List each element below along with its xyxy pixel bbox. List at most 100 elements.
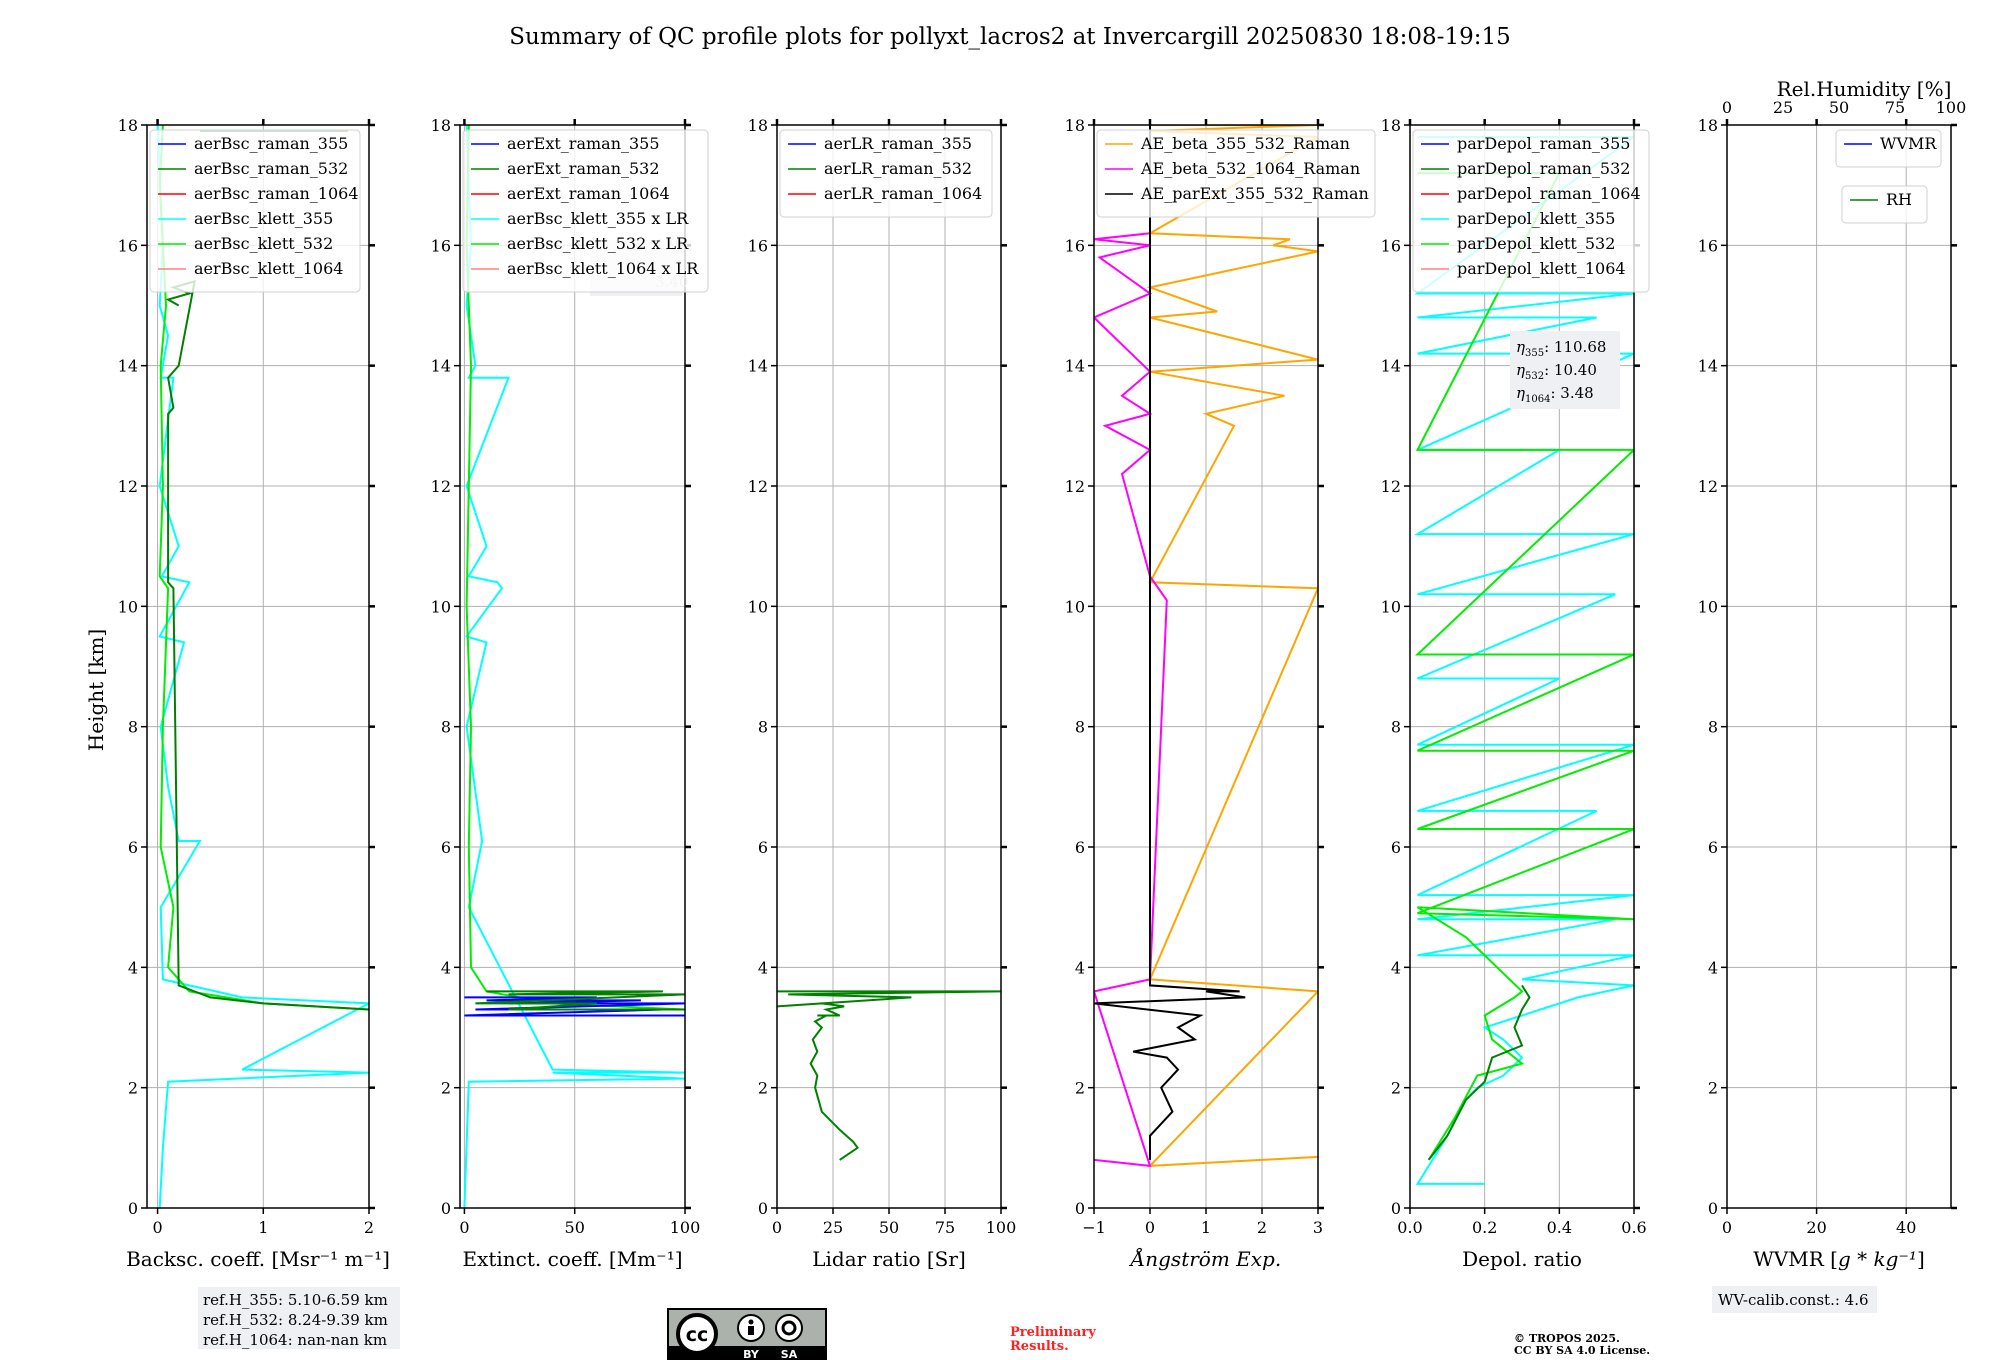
series-parDepol_raman_532 <box>1427 984 1531 1161</box>
x-axis-label: Ångström Exp. <box>1129 1246 1281 1271</box>
y-tick-label: 18 <box>118 116 138 135</box>
y-tick-label: 16 <box>748 236 768 255</box>
y-tick-label: 6 <box>1391 838 1401 857</box>
legend-label: RH <box>1886 190 1912 209</box>
y-tick-label: 6 <box>441 838 451 857</box>
series-parDepol_klett_532 <box>1414 172 1634 1161</box>
x-axis-label: Depol. ratio <box>1462 1247 1582 1271</box>
y-tick-label: 4 <box>1391 958 1401 977</box>
y-tick-label: 8 <box>1075 718 1085 737</box>
x-tick-label: 0.6 <box>1621 1218 1646 1237</box>
share-alike-icon <box>775 1314 803 1342</box>
legend-label: AE_beta_355_532_Raman <box>1140 134 1350 153</box>
legend-label: aerExt_raman_1064 <box>507 184 670 203</box>
y-tick-label: 4 <box>758 958 768 977</box>
x-tick-label: 0 <box>772 1218 782 1237</box>
preliminary-line1: Preliminary <box>1010 1325 1096 1340</box>
y-tick-label: 12 <box>1381 477 1401 496</box>
x-tick-label: 75 <box>935 1218 955 1237</box>
x-tick-label: 50 <box>879 1218 899 1237</box>
x-tick-label: 50 <box>565 1218 585 1237</box>
legend-label: aerBsc_klett_355 x LR <box>507 209 689 228</box>
axes-frame <box>1409 124 1635 1209</box>
legend-label: aerBsc_klett_355 <box>194 209 333 228</box>
y-tick-label: 10 <box>431 597 451 616</box>
top-x-tick-label: 50 <box>1829 98 1849 117</box>
legend-label: aerBsc_klett_1064 <box>194 259 343 278</box>
y-tick-label: 18 <box>431 116 451 135</box>
axes-frame <box>1726 124 1952 1209</box>
top-x-tick-label: 75 <box>1885 98 1905 117</box>
legend-label: aerBsc_raman_355 <box>194 134 348 153</box>
top-x-tick-label: 100 <box>1936 98 1967 117</box>
series-group <box>777 990 1001 1161</box>
legend: RH <box>1841 185 1928 224</box>
legend: WVMR <box>1835 129 1942 168</box>
y-tick-label: 4 <box>1075 958 1085 977</box>
series-aerExt_raman_532 <box>475 990 685 1011</box>
legend-label: aerBsc_klett_1064 x LR <box>507 259 699 278</box>
y-tick-label: 4 <box>1708 958 1718 977</box>
x-tick-label: 0.4 <box>1547 1218 1572 1237</box>
x-axis-label: WVMR [g * kg⁻¹] <box>1753 1247 1925 1271</box>
x-tick-label: 1 <box>1201 1218 1211 1237</box>
legend-label: AE_beta_532_1064_Raman <box>1140 159 1360 178</box>
y-tick-label: 12 <box>748 477 768 496</box>
figure-title: Summary of QC profile plots for pollyxt_… <box>509 24 1510 50</box>
y-tick-label: 14 <box>1698 357 1718 376</box>
y-tick-label: 6 <box>128 838 138 857</box>
x-tick-label: 3 <box>1313 1218 1323 1237</box>
y-tick-label: 12 <box>1065 477 1085 496</box>
x-tick-label: 1 <box>258 1218 268 1237</box>
legend-frame <box>149 129 361 293</box>
x-tick-label: 0 <box>1145 1218 1155 1237</box>
y-tick-label: 18 <box>748 116 768 135</box>
y-tick-label: 18 <box>1698 116 1718 135</box>
sa-label: SA <box>781 1348 798 1360</box>
legend-frame <box>1096 129 1376 218</box>
legend: aerExt_raman_355 aerExt_raman_532 aerExt_r… <box>462 129 709 293</box>
y-tick-label: 12 <box>118 477 138 496</box>
y-tick-label: 16 <box>1381 236 1401 255</box>
legend-label: aerBsc_raman_532 <box>194 159 348 178</box>
series-AE_beta_355_532_Raman <box>1146 125 1318 1168</box>
cc-label: cc <box>686 1324 709 1346</box>
x-axis-label: Lidar ratio [Sr] <box>812 1247 966 1271</box>
wv-calib-box: WV-calib.const.: 4.6 <box>1712 1286 1877 1313</box>
reference-height-box: ref.H_355: 5.10-6.59 km ref.H_532: 8.24-… <box>198 1287 400 1349</box>
y-tick-label: 16 <box>1065 236 1085 255</box>
legend-label: parDepol_raman_1064 <box>1457 184 1641 203</box>
y-tick-label: 8 <box>441 718 451 737</box>
panel-depol: 0 2 4 6 8 10 12 14 16 18 0.0 0.2 0.4 0.6 Depol. ratio p… <box>1381 116 1650 1271</box>
legend-label: WVMR <box>1880 134 1937 153</box>
x-tick-label: 100 <box>986 1218 1017 1237</box>
x-axis-label: Extinct. coeff. [Mm⁻¹] <box>462 1247 682 1271</box>
by-label: BY <box>743 1348 760 1360</box>
y-tick-label: 6 <box>758 838 768 857</box>
legend-label: aerLR_raman_355 <box>824 134 972 153</box>
x-tick-label: 20 <box>1806 1218 1826 1237</box>
x-axis-label: Backsc. coeff. [Msr⁻¹ m⁻¹] <box>126 1247 390 1271</box>
legend-label: parDepol_klett_355 <box>1457 209 1615 228</box>
y-axis-label: Height [km] <box>84 629 108 751</box>
legend: aerLR_raman_355 aerLR_raman_532 aerLR_rama… <box>779 129 993 218</box>
x-tick-label: 25 <box>823 1218 843 1237</box>
y-tick-label: 10 <box>1381 597 1401 616</box>
y-tick-label: 2 <box>758 1079 768 1098</box>
y-tick-label: 2 <box>1075 1079 1085 1098</box>
y-tick-label: 12 <box>431 477 451 496</box>
legend-frame <box>462 129 709 293</box>
y-tick-label: 10 <box>1065 597 1085 616</box>
series-aerBsc_klett_355 x LR <box>463 125 685 1208</box>
legend-label: parDepol_raman_355 <box>1457 134 1630 153</box>
y-tick-label: 4 <box>128 958 138 977</box>
y-tick-label: 0 <box>128 1199 138 1218</box>
y-tick-label: 18 <box>1381 116 1401 135</box>
x-tick-label: 0 <box>459 1218 469 1237</box>
legend: parDepol_raman_355 parDepol_raman_532 parD… <box>1412 129 1650 293</box>
x-tick-label: 2 <box>1257 1218 1267 1237</box>
y-tick-label: 10 <box>748 597 768 616</box>
y-tick-label: 14 <box>748 357 768 376</box>
